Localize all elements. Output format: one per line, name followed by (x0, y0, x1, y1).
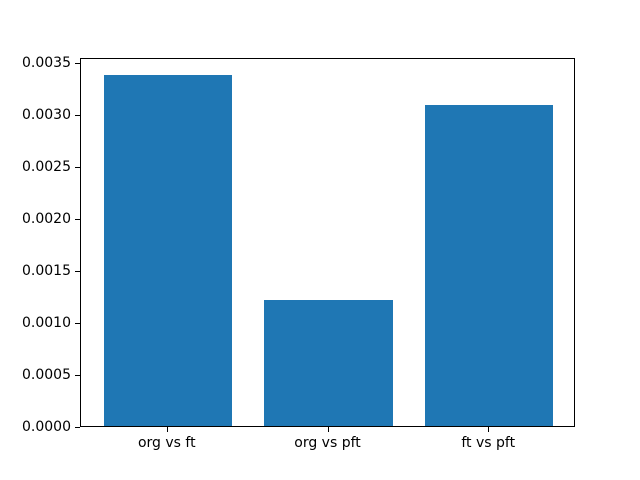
y-tick-mark (75, 427, 80, 428)
y-tick-label: 0.0030 (22, 107, 71, 124)
y-tick-label: 0.0005 (22, 367, 71, 383)
y-tick-label: 0.0000 (22, 419, 71, 435)
y-tick-label: 0.0015 (22, 263, 71, 280)
bar-ft-vs-pft (424, 104, 554, 426)
bar-org-vs-pft (264, 300, 393, 426)
y-tick-mark (75, 115, 80, 117)
bar-org-vs-ft (103, 74, 233, 426)
x-tick-mark (327, 427, 329, 432)
y-tick-label: 0.0020 (22, 211, 71, 228)
y-tick-label: 0.0010 (22, 315, 71, 332)
y-tick-mark (75, 323, 80, 325)
x-tick-label: org vs pft (294, 435, 361, 451)
y-tick-mark (75, 271, 80, 273)
x-tick-mark (166, 427, 168, 432)
y-tick-mark (75, 375, 80, 376)
y-tick-mark (75, 167, 80, 169)
y-tick-label: 0.0035 (22, 55, 71, 72)
y-tick-mark (75, 219, 80, 221)
plot-area (80, 58, 575, 427)
y-tick-label: 0.0025 (22, 159, 71, 176)
x-tick-label: ft vs pft (461, 435, 516, 451)
x-tick-mark (488, 427, 490, 432)
x-tick-label: org vs ft (137, 435, 196, 451)
y-tick-mark (75, 63, 80, 65)
